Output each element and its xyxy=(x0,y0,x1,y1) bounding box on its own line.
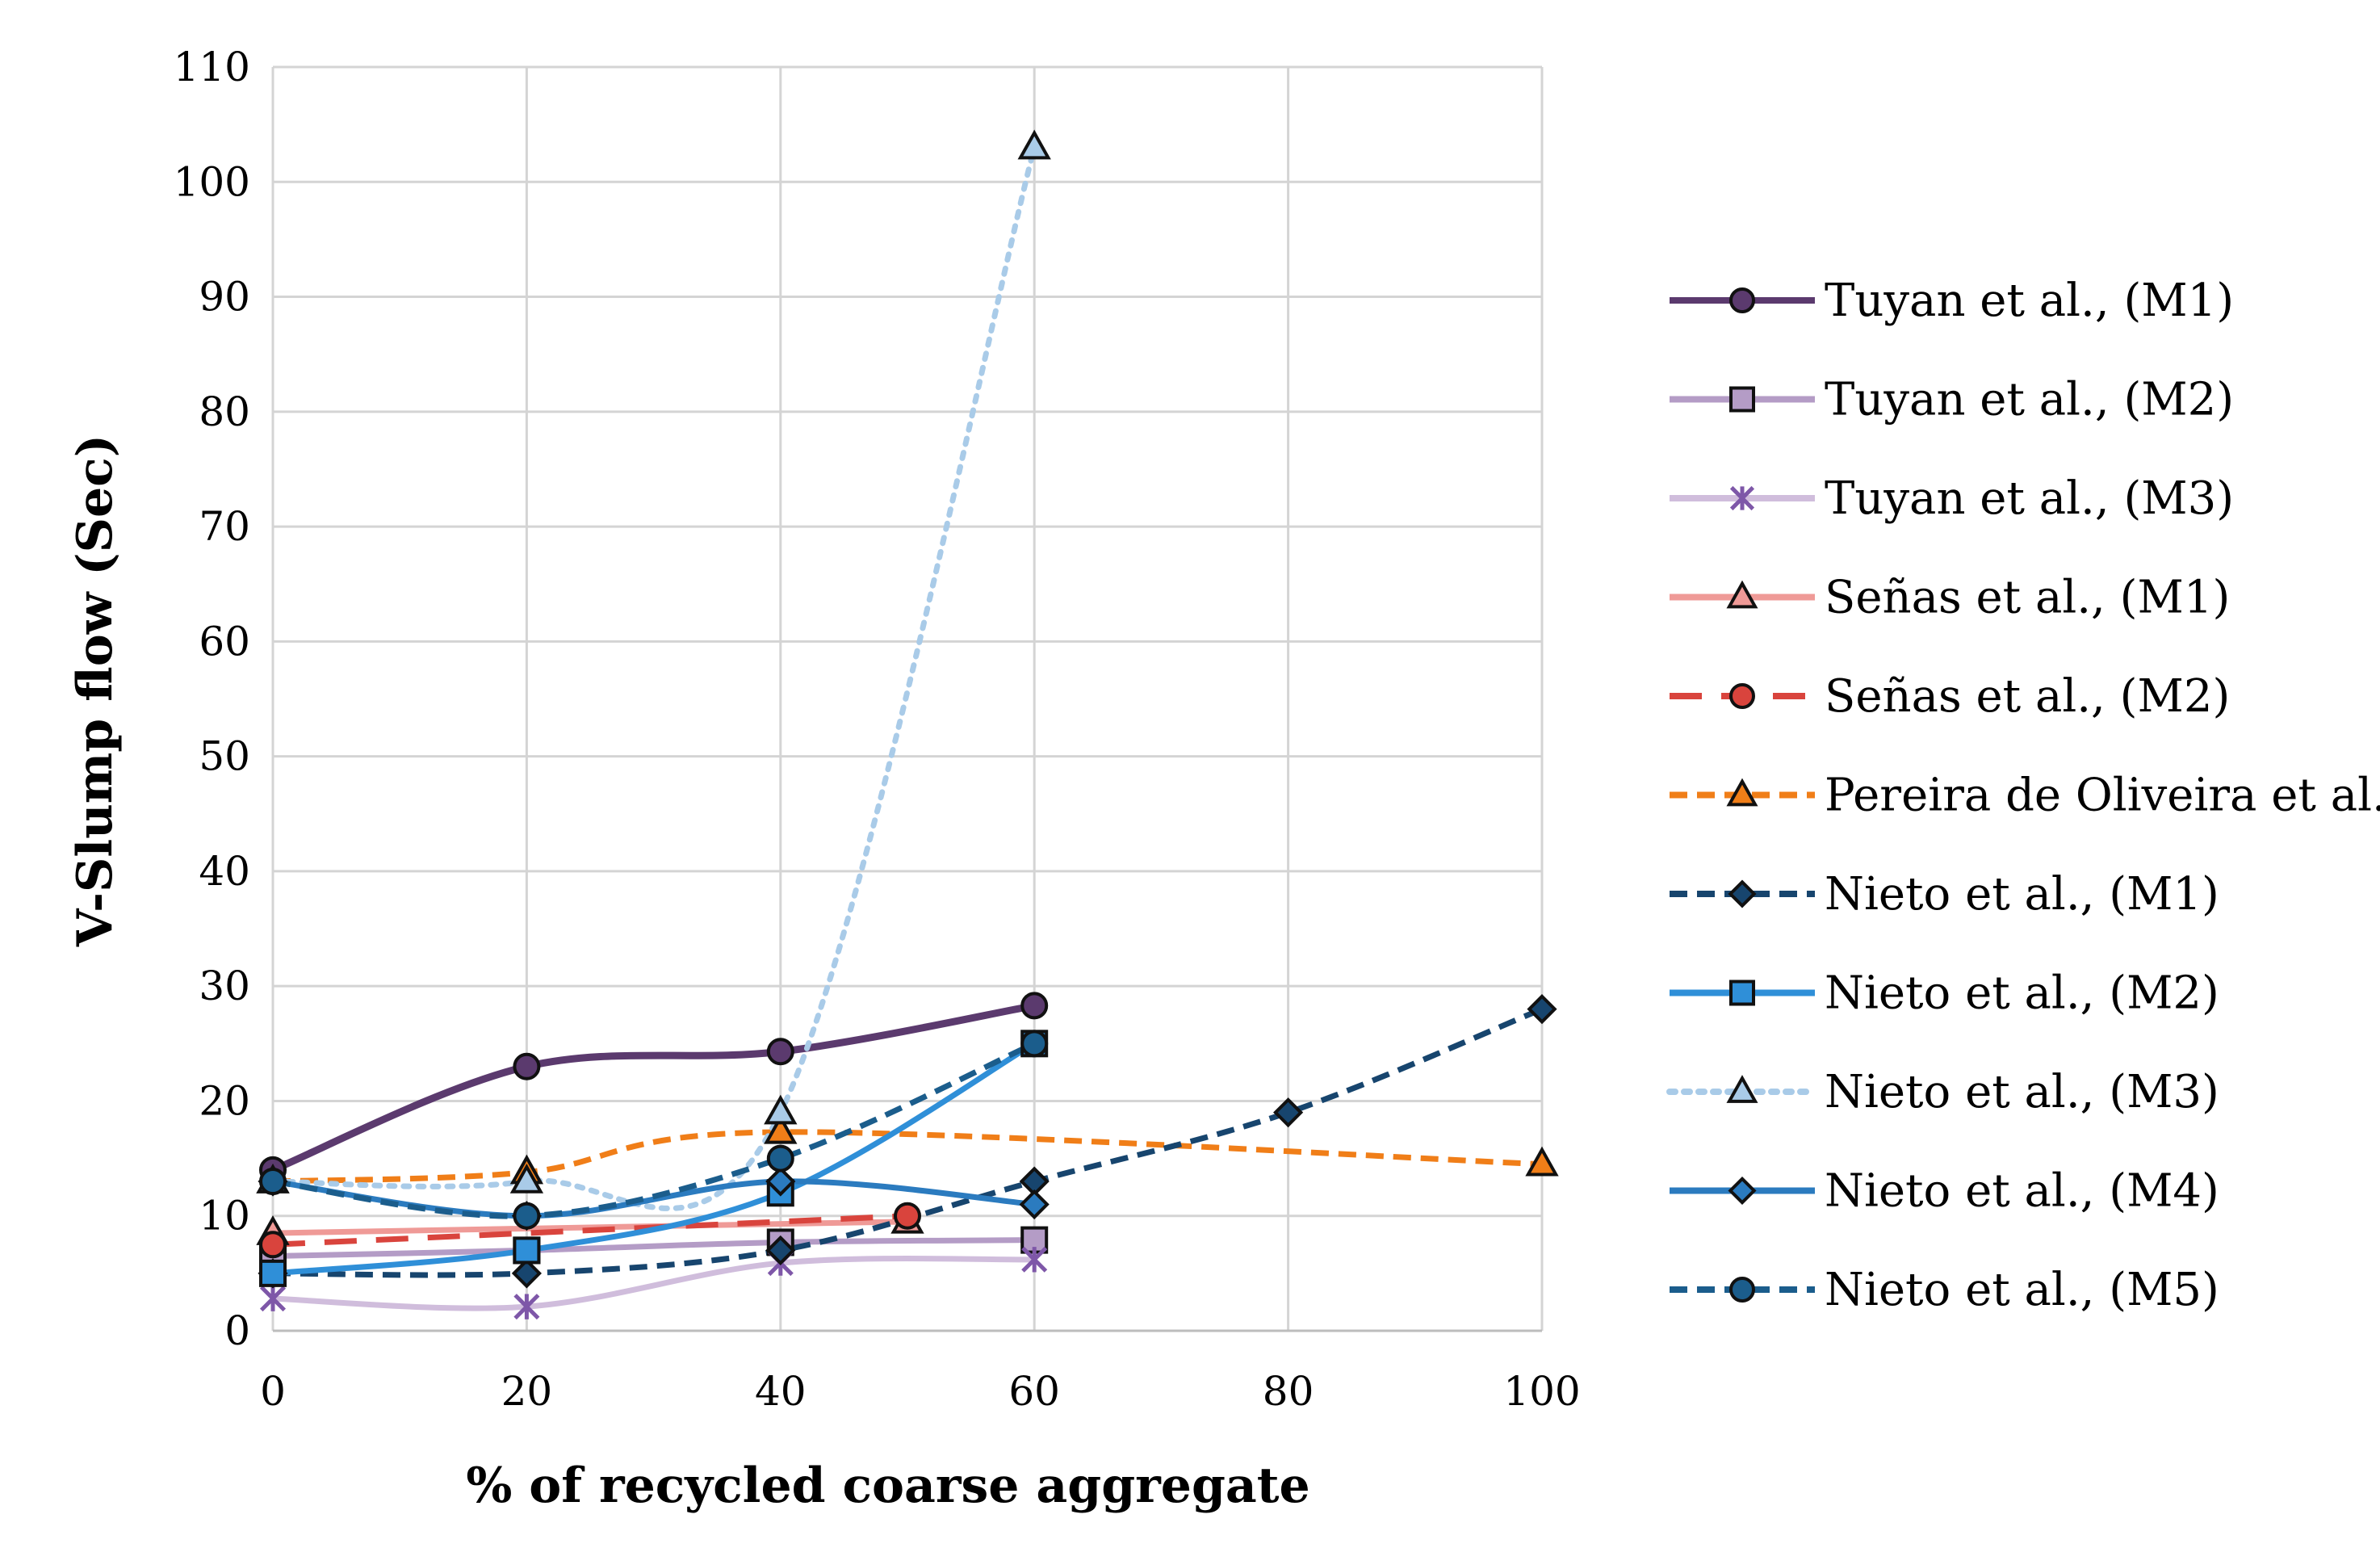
series-line-7 xyxy=(272,1006,1544,1278)
y-tick-label: 30 xyxy=(199,963,250,1009)
series-9-point xyxy=(1017,129,1051,160)
series-3-point xyxy=(259,1286,287,1312)
series-line-2 xyxy=(272,1237,1035,1260)
legend-entry-4: Señas et al., (M1) xyxy=(1670,572,2230,624)
legend-label: Nieto et al., (M1) xyxy=(1825,868,2219,921)
y-tick-label: 80 xyxy=(199,388,250,435)
y-tick-label: 90 xyxy=(199,274,250,321)
legend-marker xyxy=(1729,683,1755,709)
x-tick-label: 0 xyxy=(260,1368,286,1415)
series-11-point xyxy=(766,1144,794,1173)
series-11-point xyxy=(1020,1030,1049,1058)
series-1-point xyxy=(1020,992,1049,1020)
series-11-point xyxy=(513,1202,541,1230)
legend-label: Nieto et al., (M3) xyxy=(1825,1066,2219,1118)
legend-entry-2: Tuyan et al., (M2) xyxy=(1670,374,2234,426)
series-6-point xyxy=(764,1114,798,1144)
legend-label: Señas et al., (M2) xyxy=(1825,670,2230,723)
legend-marker xyxy=(1729,386,1755,413)
series-1-point xyxy=(766,1038,794,1066)
x-tick-label: 60 xyxy=(1008,1368,1060,1415)
legend-label: Nieto et al., (M5) xyxy=(1825,1264,2219,1316)
series-3-point xyxy=(513,1294,540,1320)
y-tick-label: 50 xyxy=(199,733,250,780)
series-7-point xyxy=(1273,1097,1304,1128)
legend-marker xyxy=(1729,485,1755,511)
legend-marker xyxy=(1729,287,1755,313)
series-10-point xyxy=(765,1166,796,1197)
series-7-point xyxy=(765,1235,796,1265)
legend-label: Tuyan et al., (M3) xyxy=(1825,472,2234,525)
legend: Tuyan et al., (M1) Tuyan et al., (M2) Tuya… xyxy=(1666,275,2380,1316)
y-axis-title: V-Slump flow (Sec) xyxy=(67,434,124,947)
legend-label: Nieto et al., (M4) xyxy=(1825,1165,2219,1218)
legend-entry-10: Nieto et al., (M4) xyxy=(1670,1165,2219,1218)
legend-marker xyxy=(1728,1176,1757,1206)
legend-label: Señas et al., (M1) xyxy=(1825,572,2230,624)
y-tick-label: 0 xyxy=(224,1307,250,1354)
series-5-point xyxy=(259,1231,287,1259)
legend-marker xyxy=(1726,1075,1758,1103)
y-tick-label: 100 xyxy=(174,158,250,205)
y-tick-label: 70 xyxy=(199,503,250,550)
x-tick-label: 20 xyxy=(501,1368,553,1415)
series-8-point xyxy=(259,1259,287,1287)
series-11-point xyxy=(259,1168,287,1196)
series-line-6 xyxy=(272,1129,1543,1185)
series-9-point xyxy=(764,1094,798,1125)
y-tick-label: 40 xyxy=(199,848,250,895)
series-7-point xyxy=(511,1258,542,1289)
legend-entry-7: Nieto et al., (M1) xyxy=(1670,868,2219,921)
y-tick-label: 60 xyxy=(199,618,250,665)
series-9-point xyxy=(509,1163,544,1194)
legend-marker xyxy=(1726,580,1758,609)
legend-marker xyxy=(1726,778,1758,807)
series-10-point xyxy=(1019,1189,1050,1220)
legend-entry-8: Nieto et al., (M2) xyxy=(1670,967,2219,1020)
series-line-1 xyxy=(271,1001,1036,1173)
legend-label: Pereira de Oliveira et al., xyxy=(1825,770,2380,822)
legend-entry-11: Nieto et al., (M5) xyxy=(1670,1264,2219,1316)
legend-entry-3: Tuyan et al., (M3) xyxy=(1670,472,2234,525)
series-5-point xyxy=(894,1202,921,1230)
series-1-point xyxy=(513,1052,541,1080)
legend-entry-1: Tuyan et al., (M1) xyxy=(1670,275,2234,327)
series-7-point xyxy=(1527,994,1557,1025)
series-line-8 xyxy=(272,1041,1036,1277)
y-tick-label: 110 xyxy=(174,44,250,90)
legend-entry-9: Nieto et al., (M3) xyxy=(1666,1066,2219,1118)
legend-entry-6: Pereira de Oliveira et al., xyxy=(1670,770,2380,822)
legend-label: Tuyan et al., (M2) xyxy=(1825,374,2234,426)
legend-marker xyxy=(1729,1277,1755,1303)
series-8-point xyxy=(513,1236,541,1265)
legend-label: Tuyan et al., (M1) xyxy=(1825,275,2234,327)
axis-layer: 0 10 20 30 40 50 60 70 80 90 100 110 0 20 40 60 80 100 xyxy=(174,44,1581,1415)
legend-entry-5: Señas et al., (M2) xyxy=(1670,670,2230,723)
legend-label: Nieto et al., (M2) xyxy=(1825,967,2219,1020)
y-tick-label: 10 xyxy=(199,1193,250,1240)
series-6-point xyxy=(1525,1146,1559,1177)
x-tick-label: 40 xyxy=(755,1368,807,1415)
grid-layer xyxy=(271,65,1544,1332)
x-axis-title: % of recycled coarse aggregate xyxy=(466,1458,1309,1514)
series-layer xyxy=(256,129,1559,1320)
series-line-9 xyxy=(270,145,1037,1211)
series-line-5 xyxy=(272,1213,908,1248)
legend-marker xyxy=(1729,980,1755,1006)
x-tick-label: 80 xyxy=(1263,1368,1314,1415)
series-line-4 xyxy=(272,1219,908,1236)
series-line-3 xyxy=(272,1256,1035,1311)
series-3-point xyxy=(1021,1246,1048,1273)
legend-marker xyxy=(1728,879,1757,908)
y-tick-label: 20 xyxy=(199,1077,250,1124)
x-tick-label: 100 xyxy=(1503,1368,1580,1415)
series-line-11 xyxy=(272,1041,1036,1219)
